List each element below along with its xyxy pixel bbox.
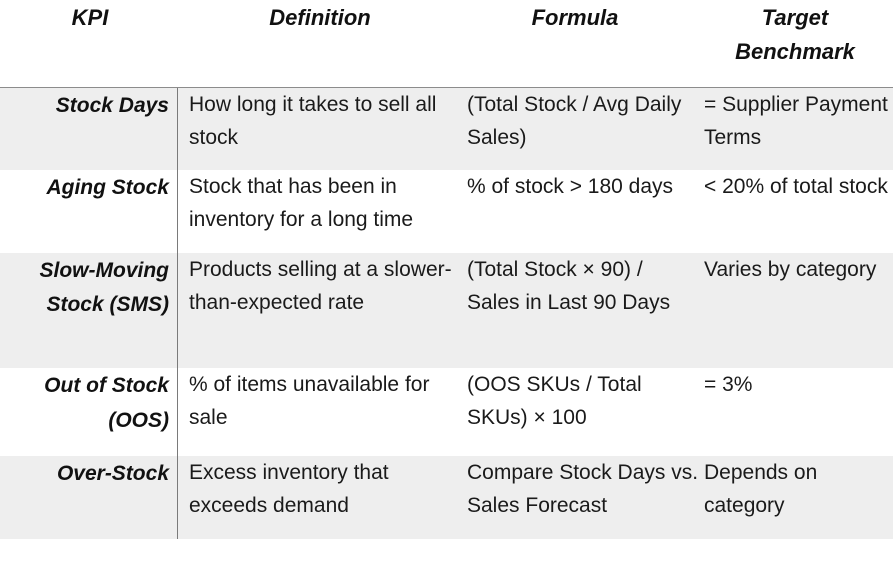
definition-cell: Products selling at a slower-than-expect… [189,258,452,314]
header-target-line2: Benchmark [735,39,855,64]
table-row: Slow-Moving Stock (SMS) Products selling… [0,253,893,368]
table-row: Stock Days How long it takes to sell all… [0,88,893,170]
kpi-name: Out of Stock [44,374,169,397]
header-target-line1: Target [761,5,829,30]
target-cell: Varies by category [704,258,877,281]
header-kpi: KPI [71,5,109,30]
kpi-name: Stock Days [55,94,169,117]
formula-cell: (OOS SKUs / Total SKUs) × 100 [467,373,642,429]
header-formula: Formula [531,5,619,30]
formula-cell: (Total Stock × 90) / Sales in Last 90 Da… [467,258,671,314]
definition-cell: Stock that has been in inventory for a l… [189,175,414,231]
target-cell: Depends on category [704,461,818,517]
formula-cell: % of stock > 180 days [467,175,674,198]
formula-cell: (Total Stock / Avg Daily Sales) [467,93,682,149]
table-row: Out of Stock (OOS) % of items unavailabl… [0,368,893,456]
kpi-name-line2: (OOS) [108,409,169,432]
target-cell: = Supplier Payment Terms [704,93,888,149]
definition-cell: % of items unavailable for sale [189,373,430,429]
header-definition: Definition [269,5,371,30]
definition-cell: Excess inventory that exceeds demand [189,461,389,517]
kpi-name: Slow-Moving [39,259,170,282]
formula-cell: Compare Stock Days vs. Sales Forecast [467,461,699,517]
kpi-name: Over-Stock [56,462,169,485]
table-row: Over-Stock Excess inventory that exceeds… [0,456,893,539]
kpi-name-line2: Stock (SMS) [46,293,169,316]
kpi-name: Aging Stock [46,176,169,199]
table-row: Aging Stock Stock that has been in inven… [0,170,893,253]
header-divider [0,87,893,88]
column-divider [177,88,178,539]
target-cell: = 3% [704,373,753,396]
definition-cell: How long it takes to sell all stock [189,93,437,149]
target-cell: < 20% of total stock [704,175,888,198]
